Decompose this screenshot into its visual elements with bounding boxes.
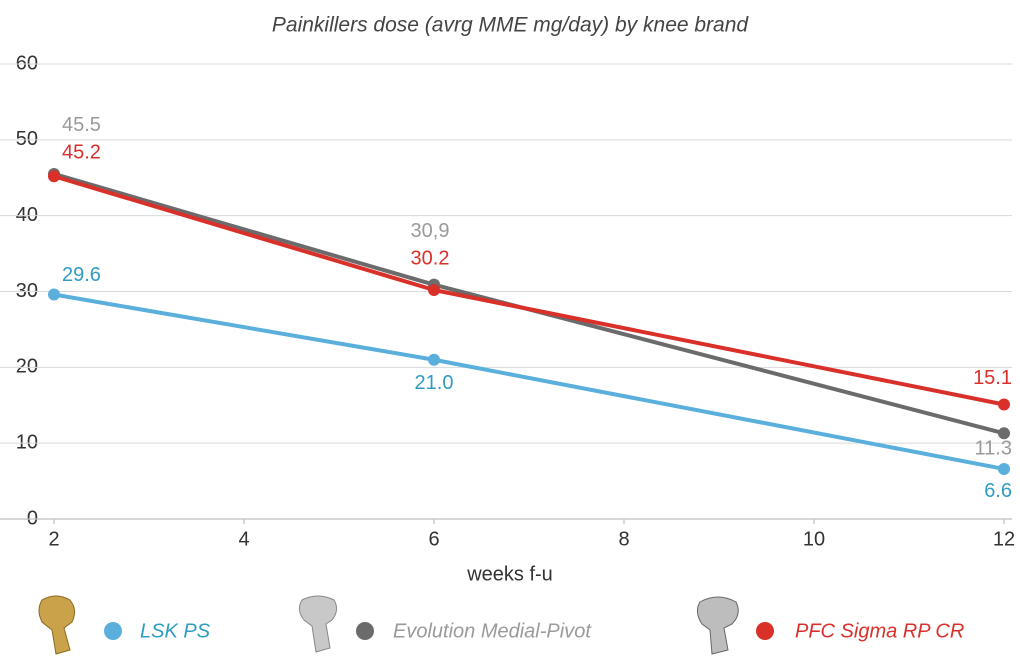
line <box>53 172 1005 436</box>
point <box>48 288 60 301</box>
data-label: 45.5 <box>62 114 101 136</box>
data-label: 30.2 <box>411 247 450 269</box>
x-tick-label: 2 <box>48 528 59 550</box>
legend-label: PFC Sigma RP CR <box>795 620 964 642</box>
line <box>53 174 1005 407</box>
y-tick-label: 40 <box>16 204 38 226</box>
data-label: 45.2 <box>62 142 101 164</box>
point <box>998 462 1010 475</box>
chart-title: Painkillers dose (avrg MME mg/day) by kn… <box>272 14 750 37</box>
y-tick-label: 60 <box>16 52 38 74</box>
point <box>428 353 440 366</box>
y-tick-label: 0 <box>27 507 38 529</box>
data-label: 29.6 <box>62 264 101 286</box>
icon-pfc <box>696 596 739 655</box>
x-tick-label: 6 <box>428 528 439 550</box>
y-tick-label: 50 <box>16 128 38 150</box>
data-label: 6.6 <box>984 480 1012 502</box>
point <box>998 398 1010 411</box>
y-tick-label: 30 <box>16 280 38 302</box>
y-tick-label: 20 <box>16 356 38 378</box>
x-tick-label: 8 <box>618 528 629 550</box>
y-tick-label: 10 <box>16 431 38 453</box>
data-label: 21.0 <box>415 372 454 394</box>
icon-lsk <box>38 595 76 655</box>
point <box>998 427 1010 440</box>
legend-marker <box>356 622 374 640</box>
legend-label: Evolution Medial-Pivot <box>393 620 592 642</box>
point <box>428 283 440 296</box>
legend-marker <box>756 622 774 640</box>
data-label: 30,9 <box>411 220 450 242</box>
point <box>48 170 60 183</box>
legend-label: LSK PS <box>140 620 211 642</box>
x-tick-label: 12 <box>993 528 1015 550</box>
data-label: 15.1 <box>973 367 1012 389</box>
x-tick-label: 10 <box>803 528 825 550</box>
icon-evolution <box>298 595 338 653</box>
data-label: 11.3 <box>975 438 1012 460</box>
x-axis-label: weeks f-u <box>466 563 553 585</box>
legend-marker <box>104 622 122 640</box>
x-tick-label: 4 <box>238 528 249 550</box>
